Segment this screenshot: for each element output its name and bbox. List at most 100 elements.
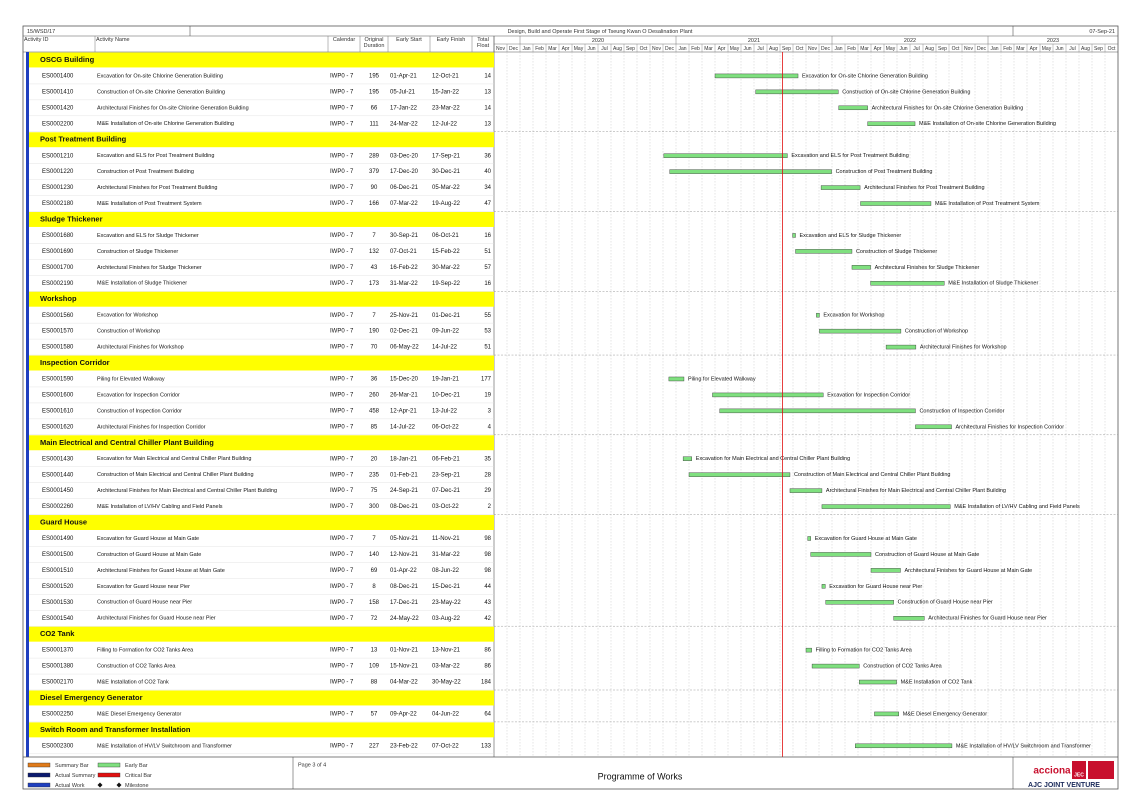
activity-name: Architectural Finishes for On-site Chlor… (97, 105, 249, 111)
bar-label: Architectural Finishes for Inspection Co… (956, 424, 1065, 430)
group-name: Diesel Emergency Generator (40, 693, 143, 702)
activity-name: Construction of Guard House at Main Gate (97, 552, 201, 558)
activity-id: ES0001580 (42, 345, 74, 351)
early-start: 01-Apr-21 (390, 74, 417, 80)
calendar: IWP0 - 7 (330, 169, 354, 175)
total-float: 47 (484, 201, 491, 207)
month-label: Mar (548, 46, 557, 52)
activity-id: ES0002200 (42, 121, 74, 127)
column-header-box: Original Duration (364, 37, 385, 49)
activity-name: Excavation for Guard House at Main Gate (97, 536, 199, 542)
venture-name: AJC JOINT VENTURE (1028, 782, 1100, 789)
early-start: 25-Nov-21 (390, 313, 419, 319)
month-label: Jan (834, 46, 842, 52)
bar-label: Construction of Guard House near Pier (898, 600, 993, 606)
page-number: Page 3 of 4 (298, 762, 326, 768)
bar-label: M&E Installation of LV/HV Cabling and Fi… (954, 504, 1080, 510)
month-label: Dec (509, 46, 518, 52)
bar-label: Architectural Finishes for On-site Chlor… (872, 105, 1024, 111)
month-label: Feb (691, 46, 700, 52)
group-band (29, 626, 494, 642)
activity-id: ES0001680 (42, 233, 74, 239)
month-label: Oct (1108, 46, 1116, 52)
month-label: Jan (678, 46, 686, 52)
calendar: IWP0 - 7 (330, 74, 354, 80)
duration: 140 (369, 552, 380, 558)
month-label: Jun (1055, 46, 1063, 52)
legend-swatch (27, 772, 51, 778)
duration: 43 (371, 265, 378, 271)
early-bar (874, 711, 899, 717)
group-name: Sludge Thickener (40, 214, 103, 223)
activity-id: ES0001440 (42, 472, 74, 478)
bar-label: Architectural Finishes for Workshop (920, 345, 1007, 351)
activity-name: Piling for Elevated Walkway (97, 376, 165, 382)
total-float: 2 (488, 504, 492, 510)
total-float: 98 (484, 552, 491, 558)
total-float: 43 (484, 600, 491, 606)
calendar: IWP0 - 7 (330, 664, 354, 670)
total-float: 64 (484, 712, 491, 718)
early-bar (821, 504, 951, 509)
early-start: 31-Mar-22 (390, 281, 418, 287)
activity-id: ES0001700 (42, 265, 74, 271)
total-float: 51 (484, 345, 491, 351)
early-finish: 07-Dec-21 (432, 488, 461, 494)
activity-id: ES0001510 (42, 568, 74, 574)
bar-label: M&E Diesel Emergency Generator (903, 711, 988, 717)
calendar: IWP0 - 7 (330, 393, 354, 399)
activity-name: Construction of On-site Chlorine Generat… (97, 89, 225, 95)
bar-label: Architectural Finishes for Sludge Thicke… (875, 265, 980, 271)
activity-name: Construction of Main Electrical and Cent… (97, 472, 254, 478)
early-finish: 07-Oct-22 (432, 743, 459, 749)
month-label: Sep (938, 46, 947, 52)
calendar: IWP0 - 7 (330, 185, 354, 191)
month-label: Jun (899, 46, 907, 52)
activity-id: ES0001590 (42, 377, 74, 383)
activity-id: ES0001420 (42, 105, 74, 111)
duration: 13 (371, 648, 378, 654)
calendar: IWP0 - 7 (330, 616, 354, 622)
bar-label: Construction of On-site Chlorine Generat… (842, 89, 970, 95)
early-finish: 15-Jan-22 (432, 89, 460, 95)
duration: 20 (371, 456, 378, 462)
duration: 227 (369, 743, 380, 749)
logo-box (1072, 761, 1086, 779)
year-label: 2022 (904, 38, 916, 44)
duration: 195 (369, 89, 380, 95)
early-start: 14-Jul-22 (390, 424, 416, 430)
calendar: IWP0 - 7 (330, 153, 354, 159)
calendar: IWP0 - 7 (330, 265, 354, 271)
legend-swatch (27, 762, 51, 768)
total-float: 14 (484, 105, 491, 111)
early-bar (821, 584, 826, 589)
group-name: Main Electrical and Central Chiller Plan… (40, 438, 214, 447)
early-start: 15-Dec-20 (390, 377, 419, 383)
column-header-box: Activity ID (24, 37, 48, 43)
early-start: 17-Dec-21 (390, 600, 419, 606)
activity-name: M&E Installation of LV/HV Cabling and Fi… (97, 504, 223, 510)
bar-label: Excavation for Guard House near Pier (829, 584, 922, 590)
month-label: Sep (782, 46, 791, 52)
column-header: Calendar (332, 37, 356, 43)
calendar: IWP0 - 7 (330, 329, 354, 335)
duration: 88 (371, 680, 378, 686)
activity-name: M&E Diesel Emergency Generator (97, 711, 182, 717)
bar-label: Excavation for Main Electrical and Centr… (696, 456, 850, 462)
early-start: 30-Sep-21 (390, 233, 419, 239)
duration: 8 (372, 584, 376, 590)
duration: 166 (369, 201, 380, 207)
bar-label: Excavation and ELS for Sludge Thickener (800, 233, 902, 239)
total-float: 55 (484, 313, 491, 319)
month-label: Apr (562, 46, 570, 52)
calendar: IWP0 - 7 (330, 89, 354, 95)
legend-label: Actual Summary (55, 773, 96, 779)
bar-label: M&E Installation of HV/LV Switchroom and… (956, 743, 1091, 749)
total-float: 133 (481, 743, 492, 749)
month-label: Feb (847, 46, 856, 52)
duration: 7 (372, 233, 376, 239)
year-label: 2020 (592, 38, 604, 44)
activity-id: ES0001570 (42, 329, 74, 335)
duration: 70 (371, 345, 378, 351)
